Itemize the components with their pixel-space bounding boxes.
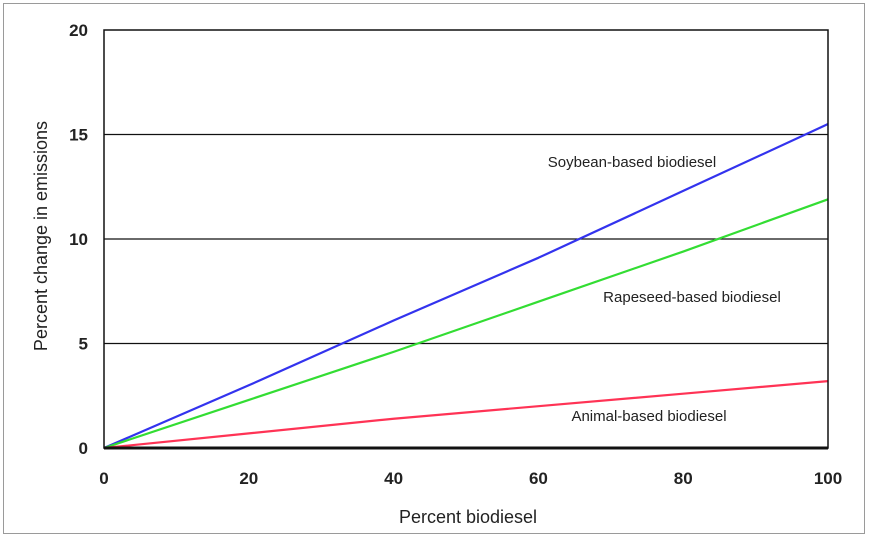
x-tick-label-60: 60: [529, 469, 548, 488]
y-tick-label-10: 10: [69, 230, 88, 249]
x-tick-label-0: 0: [99, 469, 108, 488]
x-tick-label-100: 100: [814, 469, 842, 488]
y-tick-label-15: 15: [69, 126, 88, 145]
chart-frame: [3, 3, 865, 534]
series-label-rapeseed-based-biodiesel: Rapeseed-based biodiesel: [603, 289, 781, 306]
y-tick-label-20: 20: [69, 21, 88, 40]
x-axis-title: Percent biodiesel: [399, 507, 537, 527]
series-label-animal-based-biodiesel: Animal-based biodiesel: [571, 408, 726, 425]
x-tick-label-80: 80: [674, 469, 693, 488]
x-tick-label-40: 40: [384, 469, 403, 488]
series-line-soybean-based-biodiesel: [103, 123, 829, 450]
series-line-rapeseed-based-biodiesel: [103, 198, 829, 450]
series-line-animal-based-biodiesel: [103, 380, 829, 450]
y-tick-label-5: 5: [79, 335, 88, 354]
y-axis-title: Percent change in emissions: [31, 121, 51, 351]
y-tick-label-0: 0: [79, 439, 88, 458]
series-label-soybean-based-biodiesel: Soybean-based biodiesel: [548, 154, 716, 171]
x-tick-label-20: 20: [239, 469, 258, 488]
